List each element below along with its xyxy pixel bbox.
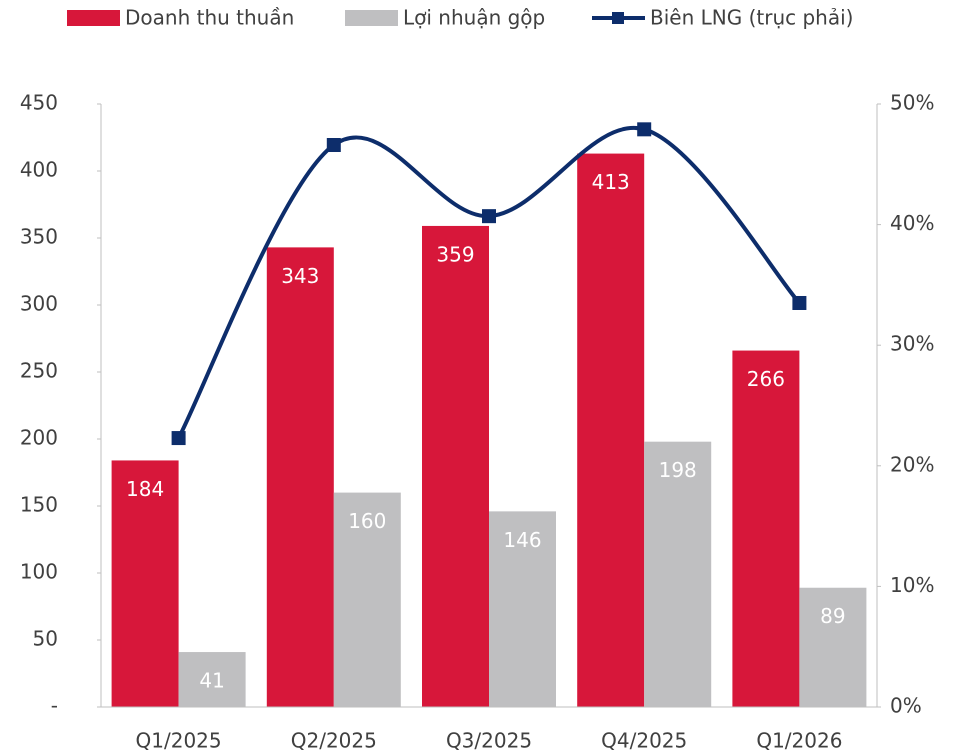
data-label: 198 [659,458,697,482]
y-tick-label: 250 [20,359,58,383]
line-marker [792,295,807,310]
data-label: 266 [747,367,785,391]
data-label: 359 [436,242,474,266]
y-tick-label: 100 [20,560,58,584]
line-marker [482,209,496,224]
x-tick-label: Q3/2025 [446,729,532,753]
legend-label: Biên LNG (trục phải) [650,6,853,30]
y2-tick-label: 40% [890,211,934,235]
y-tick-label: 300 [20,292,58,316]
y-tick-label: 150 [20,493,58,517]
bar [489,511,556,707]
legend-swatch [345,10,398,26]
line-marker [171,431,186,446]
y2-tick-label: 10% [890,573,934,597]
bar [799,587,867,707]
legend-swatch [612,12,624,24]
y2-tick-label: 0% [890,694,922,718]
bar [422,225,489,707]
y-tick-label: 50 [33,627,58,651]
x-tick-label: Q1/2026 [756,729,842,753]
y2-tick-label: 30% [890,332,934,356]
bar [266,247,334,707]
line-marker [326,138,341,153]
bar [644,441,712,707]
x-tick-label: Q1/2025 [136,729,222,753]
bar [333,492,401,707]
bar [732,350,800,707]
y2-tick-label: 50% [890,91,934,115]
x-tick-label: Q2/2025 [291,729,377,753]
y-tick-label: - [51,694,58,718]
bar [577,153,645,707]
data-label: 146 [503,528,541,552]
legend-label: Lợi nhuận gộp [403,6,545,30]
data-label: 89 [820,604,845,628]
data-label: 160 [348,509,386,533]
data-label: 413 [592,170,630,194]
y2-tick-label: 20% [890,452,934,476]
data-label: 184 [126,477,164,501]
y-tick-label: 450 [20,91,58,115]
y-tick-label: 200 [20,426,58,450]
bar [178,652,246,707]
bar [111,460,179,707]
x-tick-label: Q4/2025 [601,729,687,753]
line-marker [637,122,652,137]
y-tick-label: 400 [20,158,58,182]
data-label: 343 [281,264,319,288]
legend-swatch [67,10,120,26]
legend-label: Doanh thu thuần [125,6,294,30]
y-tick-label: 350 [20,225,58,249]
line [176,125,801,439]
data-label: 41 [199,669,224,693]
